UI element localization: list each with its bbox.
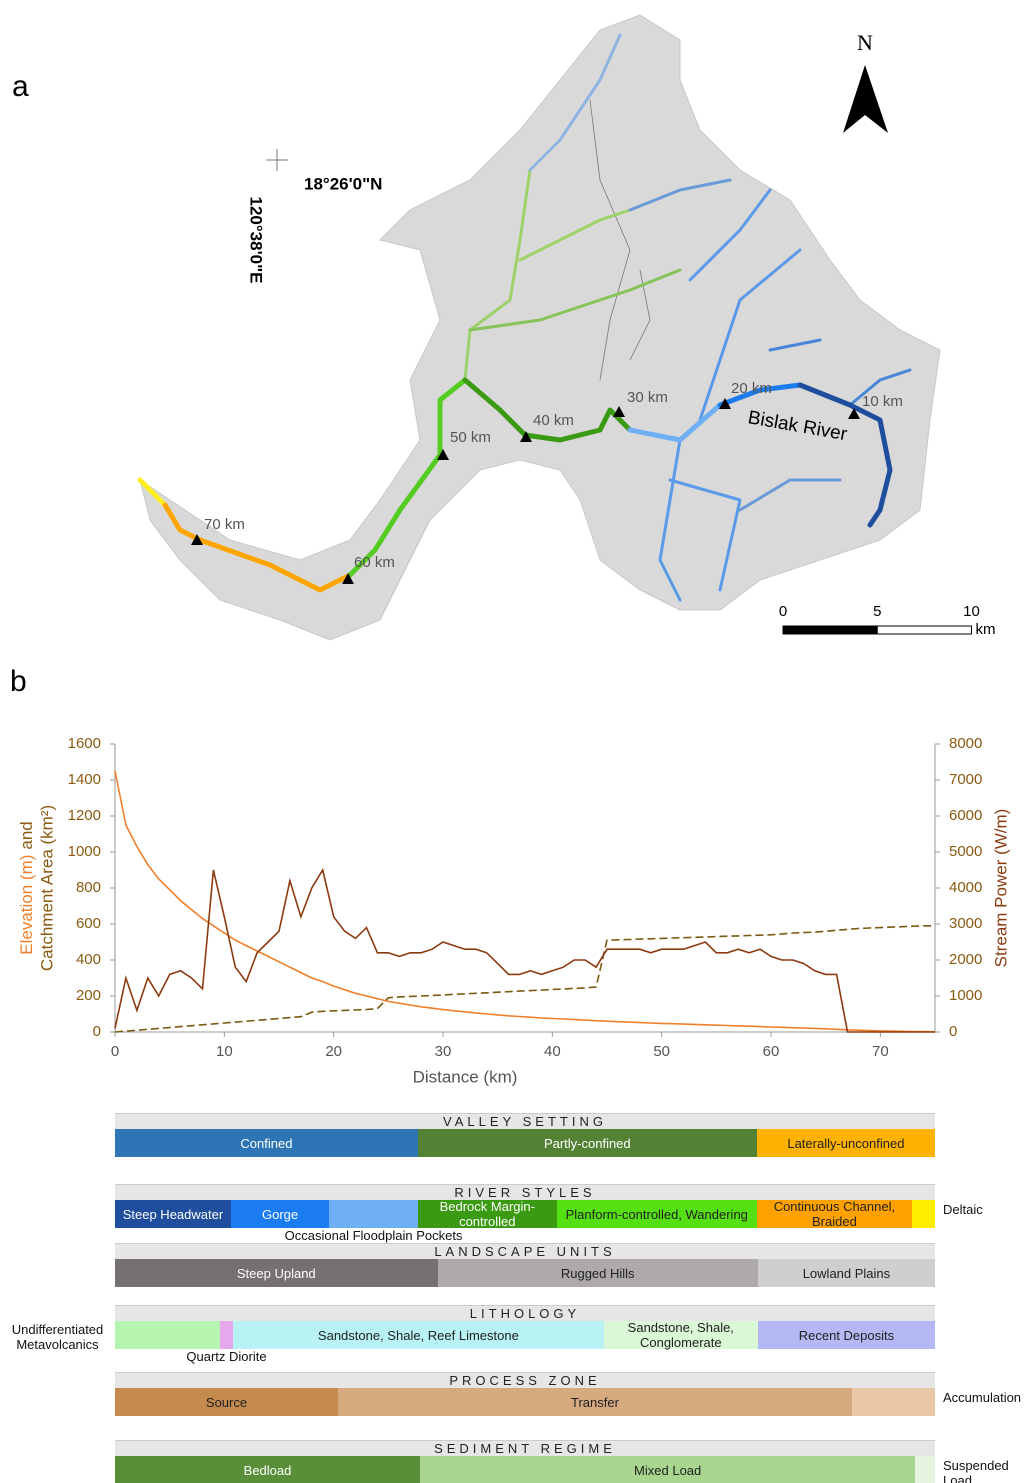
- y2-tick-label: 1000: [949, 987, 982, 1004]
- map: 10 km 20 km 30 km 40 km 50 km 60 km 70 k…: [140, 15, 940, 640]
- strip-segment: [912, 1200, 935, 1228]
- y2-tick-label: 7000: [949, 771, 982, 788]
- strip-segment: Source: [115, 1388, 338, 1416]
- strip-segment: Recent Deposits: [758, 1321, 935, 1349]
- latitude-label: 18°26'0"N: [304, 174, 382, 193]
- catchment: [140, 15, 940, 640]
- strip-label: Accumulation: [943, 1390, 1023, 1405]
- strip-segment: Continuous Channel, Braided: [757, 1200, 912, 1228]
- chart: 0200400600800100012001400160001000200030…: [17, 735, 1010, 1087]
- strip-segment: Transfer: [338, 1388, 852, 1416]
- y-tick-label: 800: [76, 879, 101, 896]
- strip-label: Undifferentiated Metavolcanics: [4, 1322, 111, 1352]
- strip-title: PROCESS ZONE: [115, 1372, 935, 1388]
- strip-segment: Partly-confined: [418, 1129, 757, 1157]
- strip-segment: Gorge: [231, 1200, 329, 1228]
- km-label: 20 km: [731, 380, 772, 397]
- km-label: 50 km: [450, 429, 491, 446]
- y-tick-label: 1400: [68, 771, 101, 788]
- km-label: 30 km: [627, 389, 668, 406]
- strip-label: Deltaic: [943, 1202, 1023, 1217]
- panel-label: a: [12, 70, 29, 103]
- panel-label: b: [10, 665, 27, 698]
- north-label: N: [857, 30, 873, 55]
- x-tick-label: 30: [435, 1043, 452, 1060]
- strip-segment: Rugged Hills: [438, 1259, 758, 1287]
- strip-segment: Sandstone, Shale, Conglomerate: [604, 1321, 758, 1349]
- y2-tick-label: 3000: [949, 915, 982, 932]
- strip-segment: Steep Upland: [115, 1259, 438, 1287]
- strip-segment: Planform-controlled, Wandering: [557, 1200, 757, 1228]
- series-line: [115, 870, 935, 1032]
- km-label: 60 km: [354, 554, 395, 571]
- strip-segment: [220, 1321, 233, 1349]
- y2-tick-label: 6000: [949, 807, 982, 824]
- longitude-label: 120°38'0"E: [247, 197, 266, 284]
- km-label: 70 km: [204, 516, 245, 533]
- strip-segment: Sandstone, Shale, Reef Limestone: [233, 1321, 604, 1349]
- x-tick-label: 60: [763, 1043, 780, 1060]
- y-axis-label-part: and: [17, 821, 36, 849]
- y2-tick-label: 4000: [949, 879, 982, 896]
- y-axis-label-part: Elevation (m): [17, 855, 36, 955]
- strip-segment: Confined: [115, 1129, 418, 1157]
- strip-label: Quartz Diorite: [107, 1349, 347, 1364]
- y-tick-label: 1600: [68, 735, 101, 752]
- y-tick-label: 1000: [68, 843, 101, 860]
- y2-tick-label: 8000: [949, 735, 982, 752]
- strip-label: Suspended Load: [943, 1458, 1023, 1483]
- x-tick-label: 20: [325, 1043, 342, 1060]
- x-tick-label: 10: [216, 1043, 233, 1060]
- y-tick-label: 0: [93, 1023, 101, 1040]
- x-axis-label: Distance (km): [413, 1067, 518, 1086]
- strip-segment: Bedrock Margin-controlled: [418, 1200, 557, 1228]
- x-tick-label: 50: [653, 1043, 670, 1060]
- scale-tick-label: 5: [873, 603, 881, 620]
- figure: a b 10 km 20 km 30 km 40 km 50 km 60 km …: [0, 0, 1027, 1483]
- x-tick-label: 40: [544, 1043, 561, 1060]
- strip-segment: [329, 1200, 418, 1228]
- y2-tick-label: 2000: [949, 951, 982, 968]
- scale-tick-label: 0: [779, 603, 787, 620]
- strip-title: SEDIMENT REGIME: [115, 1440, 935, 1456]
- strip-label: Occasional Floodplain Pockets: [254, 1228, 494, 1243]
- scale-segment: [783, 626, 877, 634]
- y2-axis-label: Stream Power (W/m): [991, 809, 1010, 968]
- y-tick-label: 200: [76, 987, 101, 1004]
- strip-segment: [915, 1456, 935, 1483]
- north-arrow: [843, 65, 888, 133]
- series-line: [115, 771, 935, 1032]
- strip-title: LITHOLOGY: [115, 1305, 935, 1321]
- km-label: 10 km: [862, 393, 903, 410]
- y-axis-label: Elevation (m) and: [17, 821, 36, 955]
- x-tick-label: 70: [872, 1043, 889, 1060]
- strip-title: LANDSCAPE UNITS: [115, 1243, 935, 1259]
- km-label: 40 km: [533, 412, 574, 429]
- strip-segment: Steep Headwater: [115, 1200, 231, 1228]
- strip-title: RIVER STYLES: [115, 1184, 935, 1200]
- scale-bar: 0 5 10km: [779, 603, 996, 638]
- strip-segment: Laterally-unconfined: [757, 1129, 935, 1157]
- strip-segment: [852, 1388, 935, 1416]
- y-tick-label: 600: [76, 915, 101, 932]
- coordinate-cross: [266, 149, 288, 171]
- y-axis-label-part: Catchment Area (km²): [37, 805, 56, 971]
- scale-unit: km: [976, 621, 996, 638]
- strip-segment: [115, 1321, 220, 1349]
- strip-segment: Lowland Plains: [758, 1259, 935, 1287]
- figure-graphics: a b 10 km 20 km 30 km 40 km 50 km 60 km …: [0, 0, 1027, 1100]
- y2-tick-label: 0: [949, 1023, 957, 1040]
- scale-tick-label: 10: [963, 603, 980, 620]
- scale-segment: [877, 626, 971, 634]
- strip-segment: Mixed Load: [420, 1456, 915, 1483]
- y-tick-label: 1200: [68, 807, 101, 824]
- strip-segment: Bedload: [115, 1456, 420, 1483]
- y2-tick-label: 5000: [949, 843, 982, 860]
- x-tick-label: 0: [111, 1043, 119, 1060]
- y-tick-label: 400: [76, 951, 101, 968]
- strip-title: VALLEY SETTING: [115, 1113, 935, 1129]
